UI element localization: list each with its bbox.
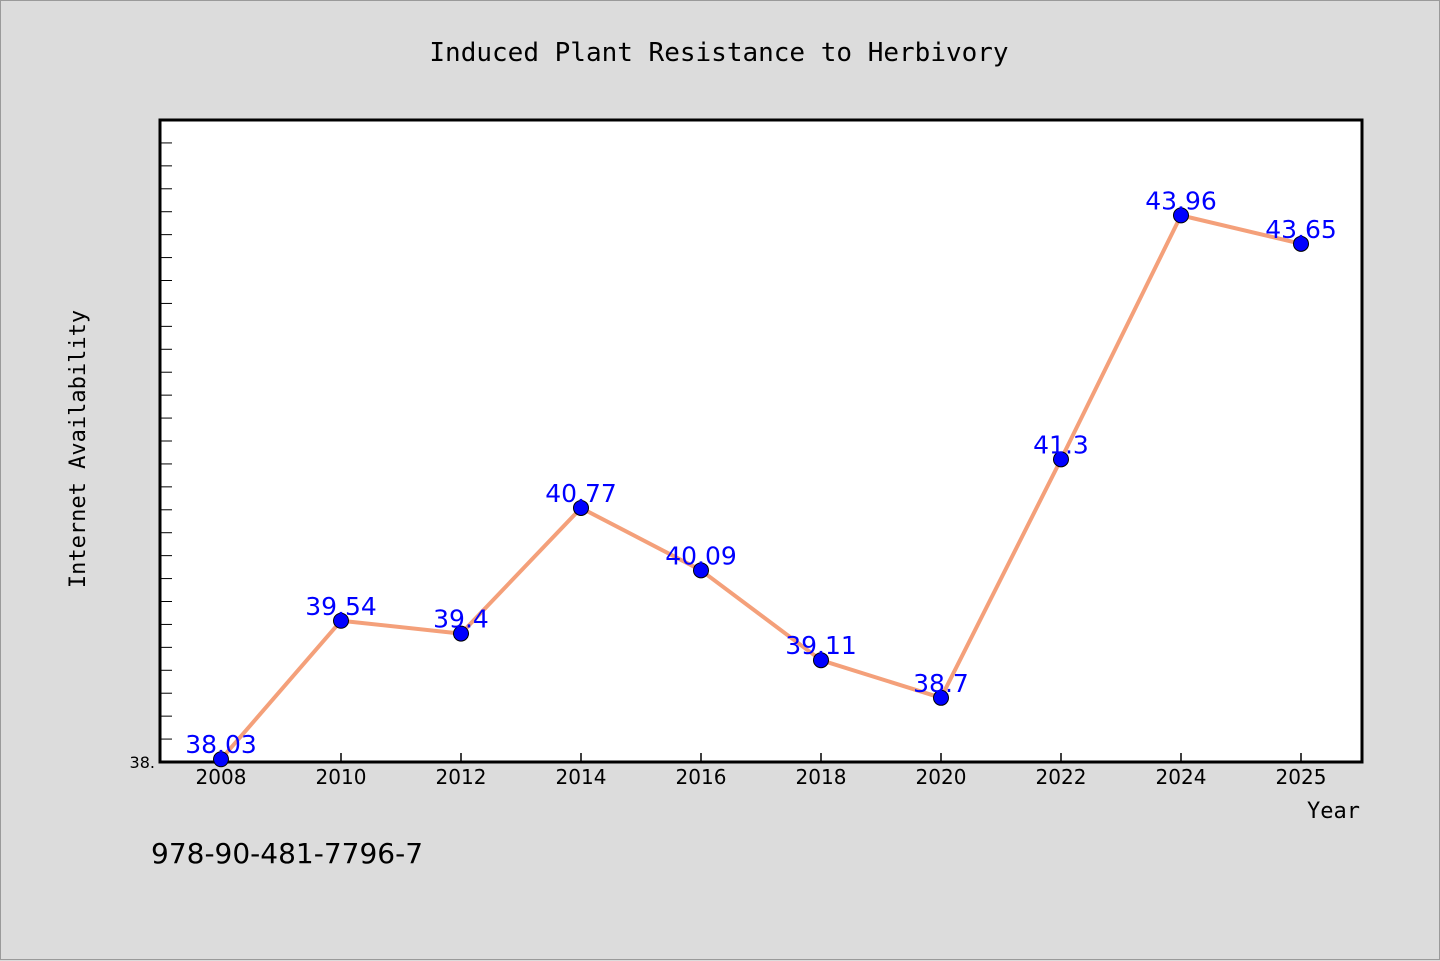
x-tick-label: 2014 [556,765,607,789]
data-point [453,625,469,642]
data-label: 40.09 [665,541,737,570]
y-axis-label: Internet Availability [66,310,91,588]
data-point [1053,451,1069,468]
data-point [693,562,709,579]
data-point [933,689,949,706]
y-tick-label: 38. [130,753,155,772]
data-label: 39.54 [305,592,377,621]
data-point [1173,207,1189,224]
data-label: 38.7 [913,669,969,698]
x-tick-label: 2022 [1036,765,1087,789]
series-line [219,213,1302,761]
x-axis-ticks: 2008 2010 2012 2014 2016 2018 2020 2022 2024 2025 [196,753,1327,789]
data-label: 40.77 [545,479,617,508]
x-axis-label: Year [1307,799,1360,824]
x-tick-label: 2024 [1156,765,1207,789]
data-label: 39.11 [785,631,857,660]
data-labels: 38.03 39.54 39.4 40.77 40.09 39.11 38.7 41.3 43.… [185,186,1337,759]
data-point [813,652,829,669]
series-markers [213,207,1309,768]
data-point [1293,235,1309,252]
data-label: 43.65 [1265,215,1337,244]
x-tick-label: 2025 [1276,765,1327,789]
data-label: 39.4 [433,605,489,634]
x-tick-label: 2012 [436,765,487,789]
x-tick-label: 2018 [796,765,847,789]
x-tick-label: 2020 [916,765,967,789]
plot-area [158,118,1364,764]
isbn-label: 978-90-481-7796-7 [151,837,423,870]
x-tick-label: 2010 [316,765,367,789]
x-tick-label: 2016 [676,765,727,789]
chart-title: Induced Plant Resistance to Herbivory [429,38,1008,68]
data-label: 41.3 [1033,430,1089,459]
data-point [333,612,349,629]
data-label: 38.03 [185,730,257,759]
y-axis-ticks [160,119,172,763]
data-point [213,751,229,768]
x-tick-label: 2008 [196,765,247,789]
data-point [573,499,589,516]
data-label: 43.96 [1145,186,1217,215]
